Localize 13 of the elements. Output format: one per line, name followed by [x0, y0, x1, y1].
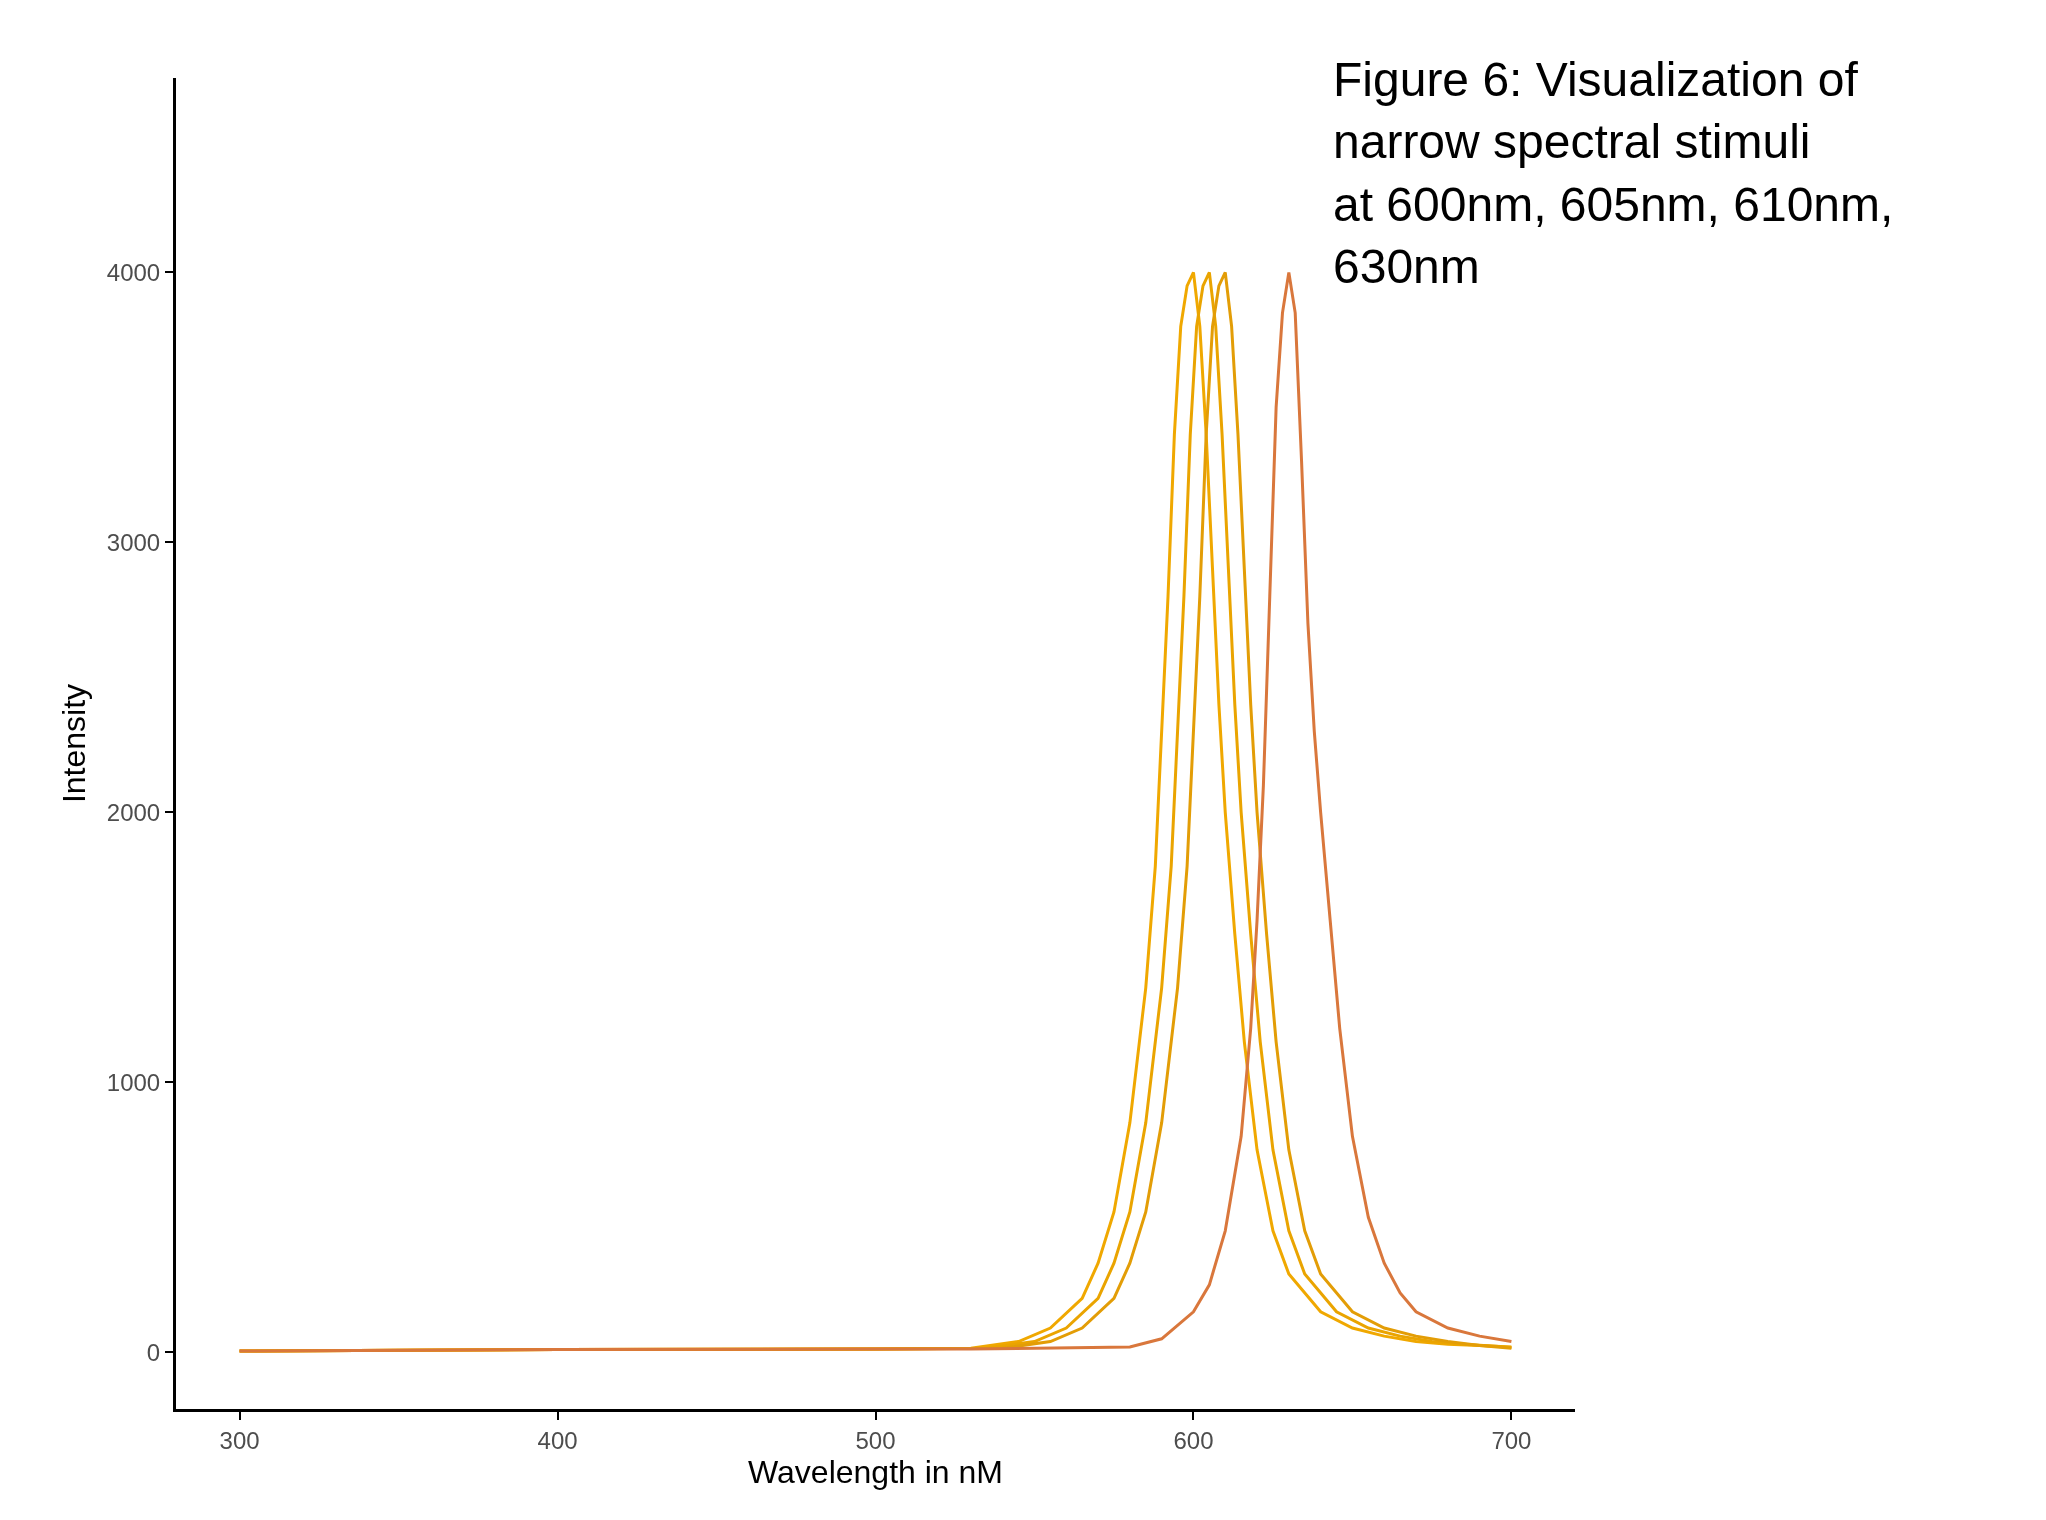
- y-tick-label: 4000: [106, 258, 161, 286]
- y-tick-label: 2000: [106, 798, 161, 826]
- annotation: Figure 6: Visualization of narrow spectral stimuli at 600nm, 605nm, 610nm, 630nm: [1333, 53, 1894, 294]
- x-axis-title: Wavelength in nM: [748, 1453, 1003, 1490]
- y-tick-label: 1000: [106, 1068, 161, 1096]
- y-tick-label: 0: [146, 1338, 161, 1366]
- x-tick-label: 400: [537, 1426, 578, 1454]
- x-tick-label: 600: [1173, 1426, 1214, 1454]
- x-tick-label: 500: [855, 1426, 896, 1454]
- y-axis-title: Intensity: [56, 683, 93, 804]
- y-tick-label: 3000: [106, 528, 161, 556]
- x-tick-label: 300: [219, 1426, 260, 1454]
- x-tick-label: 700: [1491, 1426, 1532, 1454]
